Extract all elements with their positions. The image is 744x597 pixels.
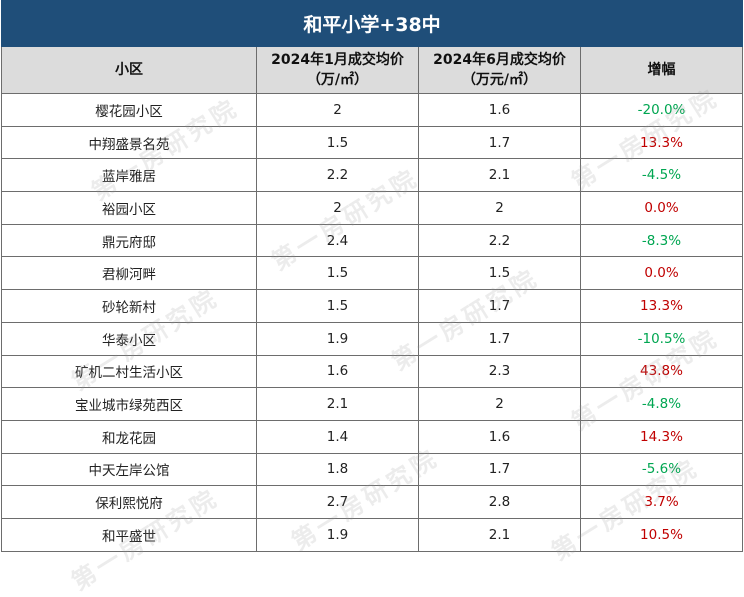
community-cell: 保利熙悦府 (1, 485, 257, 519)
jun-price-cell: 1.6 (418, 419, 581, 454)
table-row: 君柳河畔 1.5 1.5 0.0% (1, 256, 743, 291)
change-cell: -4.5% (580, 158, 743, 193)
jan-price-cell: 2 (256, 93, 419, 127)
table-row: 鼎元府邸 2.4 2.2 -8.3% (1, 223, 743, 258)
community-cell: 樱花园小区 (1, 93, 257, 127)
change-cell: 10.5% (580, 517, 743, 552)
table-row: 华泰小区 1.9 1.7 -10.5% (1, 321, 743, 356)
table-row: 蓝岸雅居 2.2 2.1 -4.5% (1, 158, 743, 193)
price-table: 和平小学+38中 小区 2024年1月成交均价 （万/㎡） 2024年6月成交均… (1, 0, 743, 552)
jan-price-cell: 1.5 (256, 289, 419, 323)
jan-price-cell: 1.9 (256, 517, 419, 552)
table-body: 樱花园小区 2 1.6 -20.0% 中翔盛景名苑 1.5 1.7 13.3% 蓝岸雅居 2.2 2… (1, 93, 743, 552)
header-jan-line2: （万/㎡） (306, 72, 369, 88)
header-jan-line1: 2024年1月成交均价 (271, 52, 404, 68)
table-row: 和平盛世 1.9 2.1 10.5% (1, 517, 743, 552)
table-row: 砂轮新村 1.5 1.7 13.3% (1, 289, 743, 323)
header-jun-price: 2024年6月成交均价 （万元/㎡） (418, 46, 581, 94)
table-row: 矿机二村生活小区 1.6 2.3 43.8% (1, 354, 743, 389)
table-row: 和龙花园 1.4 1.6 14.3% (1, 419, 743, 454)
community-cell: 和平盛世 (1, 517, 257, 552)
jan-price-cell: 1.5 (256, 256, 419, 291)
jun-price-cell: 2 (418, 387, 581, 421)
change-cell: 13.3% (580, 125, 743, 160)
community-cell: 宝业城市绿苑西区 (1, 387, 257, 421)
community-cell: 中天左岸公馆 (1, 452, 257, 487)
table-row: 樱花园小区 2 1.6 -20.0% (1, 93, 743, 127)
change-cell: 0.0% (580, 191, 743, 225)
community-cell: 裕园小区 (1, 191, 257, 225)
change-cell: 3.7% (580, 485, 743, 519)
table-row: 宝业城市绿苑西区 2.1 2 -4.8% (1, 387, 743, 421)
jan-price-cell: 2.1 (256, 387, 419, 421)
jan-price-cell: 2 (256, 191, 419, 225)
jun-price-cell: 2.8 (418, 485, 581, 519)
change-cell: 14.3% (580, 419, 743, 454)
jan-price-cell: 2.4 (256, 223, 419, 258)
jun-price-cell: 1.6 (418, 93, 581, 127)
jun-price-cell: 2.2 (418, 223, 581, 258)
table-title: 和平小学+38中 (1, 0, 743, 47)
header-change: 增幅 (580, 46, 743, 94)
table-row: 中天左岸公馆 1.8 1.7 -5.6% (1, 452, 743, 487)
table-row: 中翔盛景名苑 1.5 1.7 13.3% (1, 125, 743, 160)
jun-price-cell: 1.7 (418, 125, 581, 160)
header-jan-price: 2024年1月成交均价 （万/㎡） (256, 46, 419, 94)
jun-price-cell: 1.5 (418, 256, 581, 291)
jan-price-cell: 1.9 (256, 321, 419, 356)
jan-price-cell: 1.5 (256, 125, 419, 160)
community-cell: 和龙花园 (1, 419, 257, 454)
header-community: 小区 (1, 46, 257, 94)
table-row: 保利熙悦府 2.7 2.8 3.7% (1, 485, 743, 519)
jan-price-cell: 1.8 (256, 452, 419, 487)
change-cell: -8.3% (580, 223, 743, 258)
change-cell: -4.8% (580, 387, 743, 421)
change-cell: 0.0% (580, 256, 743, 291)
community-cell: 中翔盛景名苑 (1, 125, 257, 160)
change-cell: -5.6% (580, 452, 743, 487)
change-cell: -20.0% (580, 93, 743, 127)
jun-price-cell: 1.7 (418, 452, 581, 487)
community-cell: 砂轮新村 (1, 289, 257, 323)
jan-price-cell: 2.2 (256, 158, 419, 193)
jan-price-cell: 2.7 (256, 485, 419, 519)
community-cell: 君柳河畔 (1, 256, 257, 291)
change-cell: -10.5% (580, 321, 743, 356)
jun-price-cell: 2.1 (418, 517, 581, 552)
jun-price-cell: 2 (418, 191, 581, 225)
community-cell: 华泰小区 (1, 321, 257, 356)
community-cell: 矿机二村生活小区 (1, 354, 257, 389)
change-cell: 13.3% (580, 289, 743, 323)
community-cell: 蓝岸雅居 (1, 158, 257, 193)
header-jun-line2: （万元/㎡） (461, 72, 538, 88)
jun-price-cell: 1.7 (418, 321, 581, 356)
jun-price-cell: 2.3 (418, 354, 581, 389)
table-row: 裕园小区 2 2 0.0% (1, 191, 743, 225)
community-cell: 鼎元府邸 (1, 223, 257, 258)
jan-price-cell: 1.4 (256, 419, 419, 454)
jun-price-cell: 2.1 (418, 158, 581, 193)
header-jun-line1: 2024年6月成交均价 (433, 52, 566, 68)
change-cell: 43.8% (580, 354, 743, 389)
jan-price-cell: 1.6 (256, 354, 419, 389)
jun-price-cell: 1.7 (418, 289, 581, 323)
